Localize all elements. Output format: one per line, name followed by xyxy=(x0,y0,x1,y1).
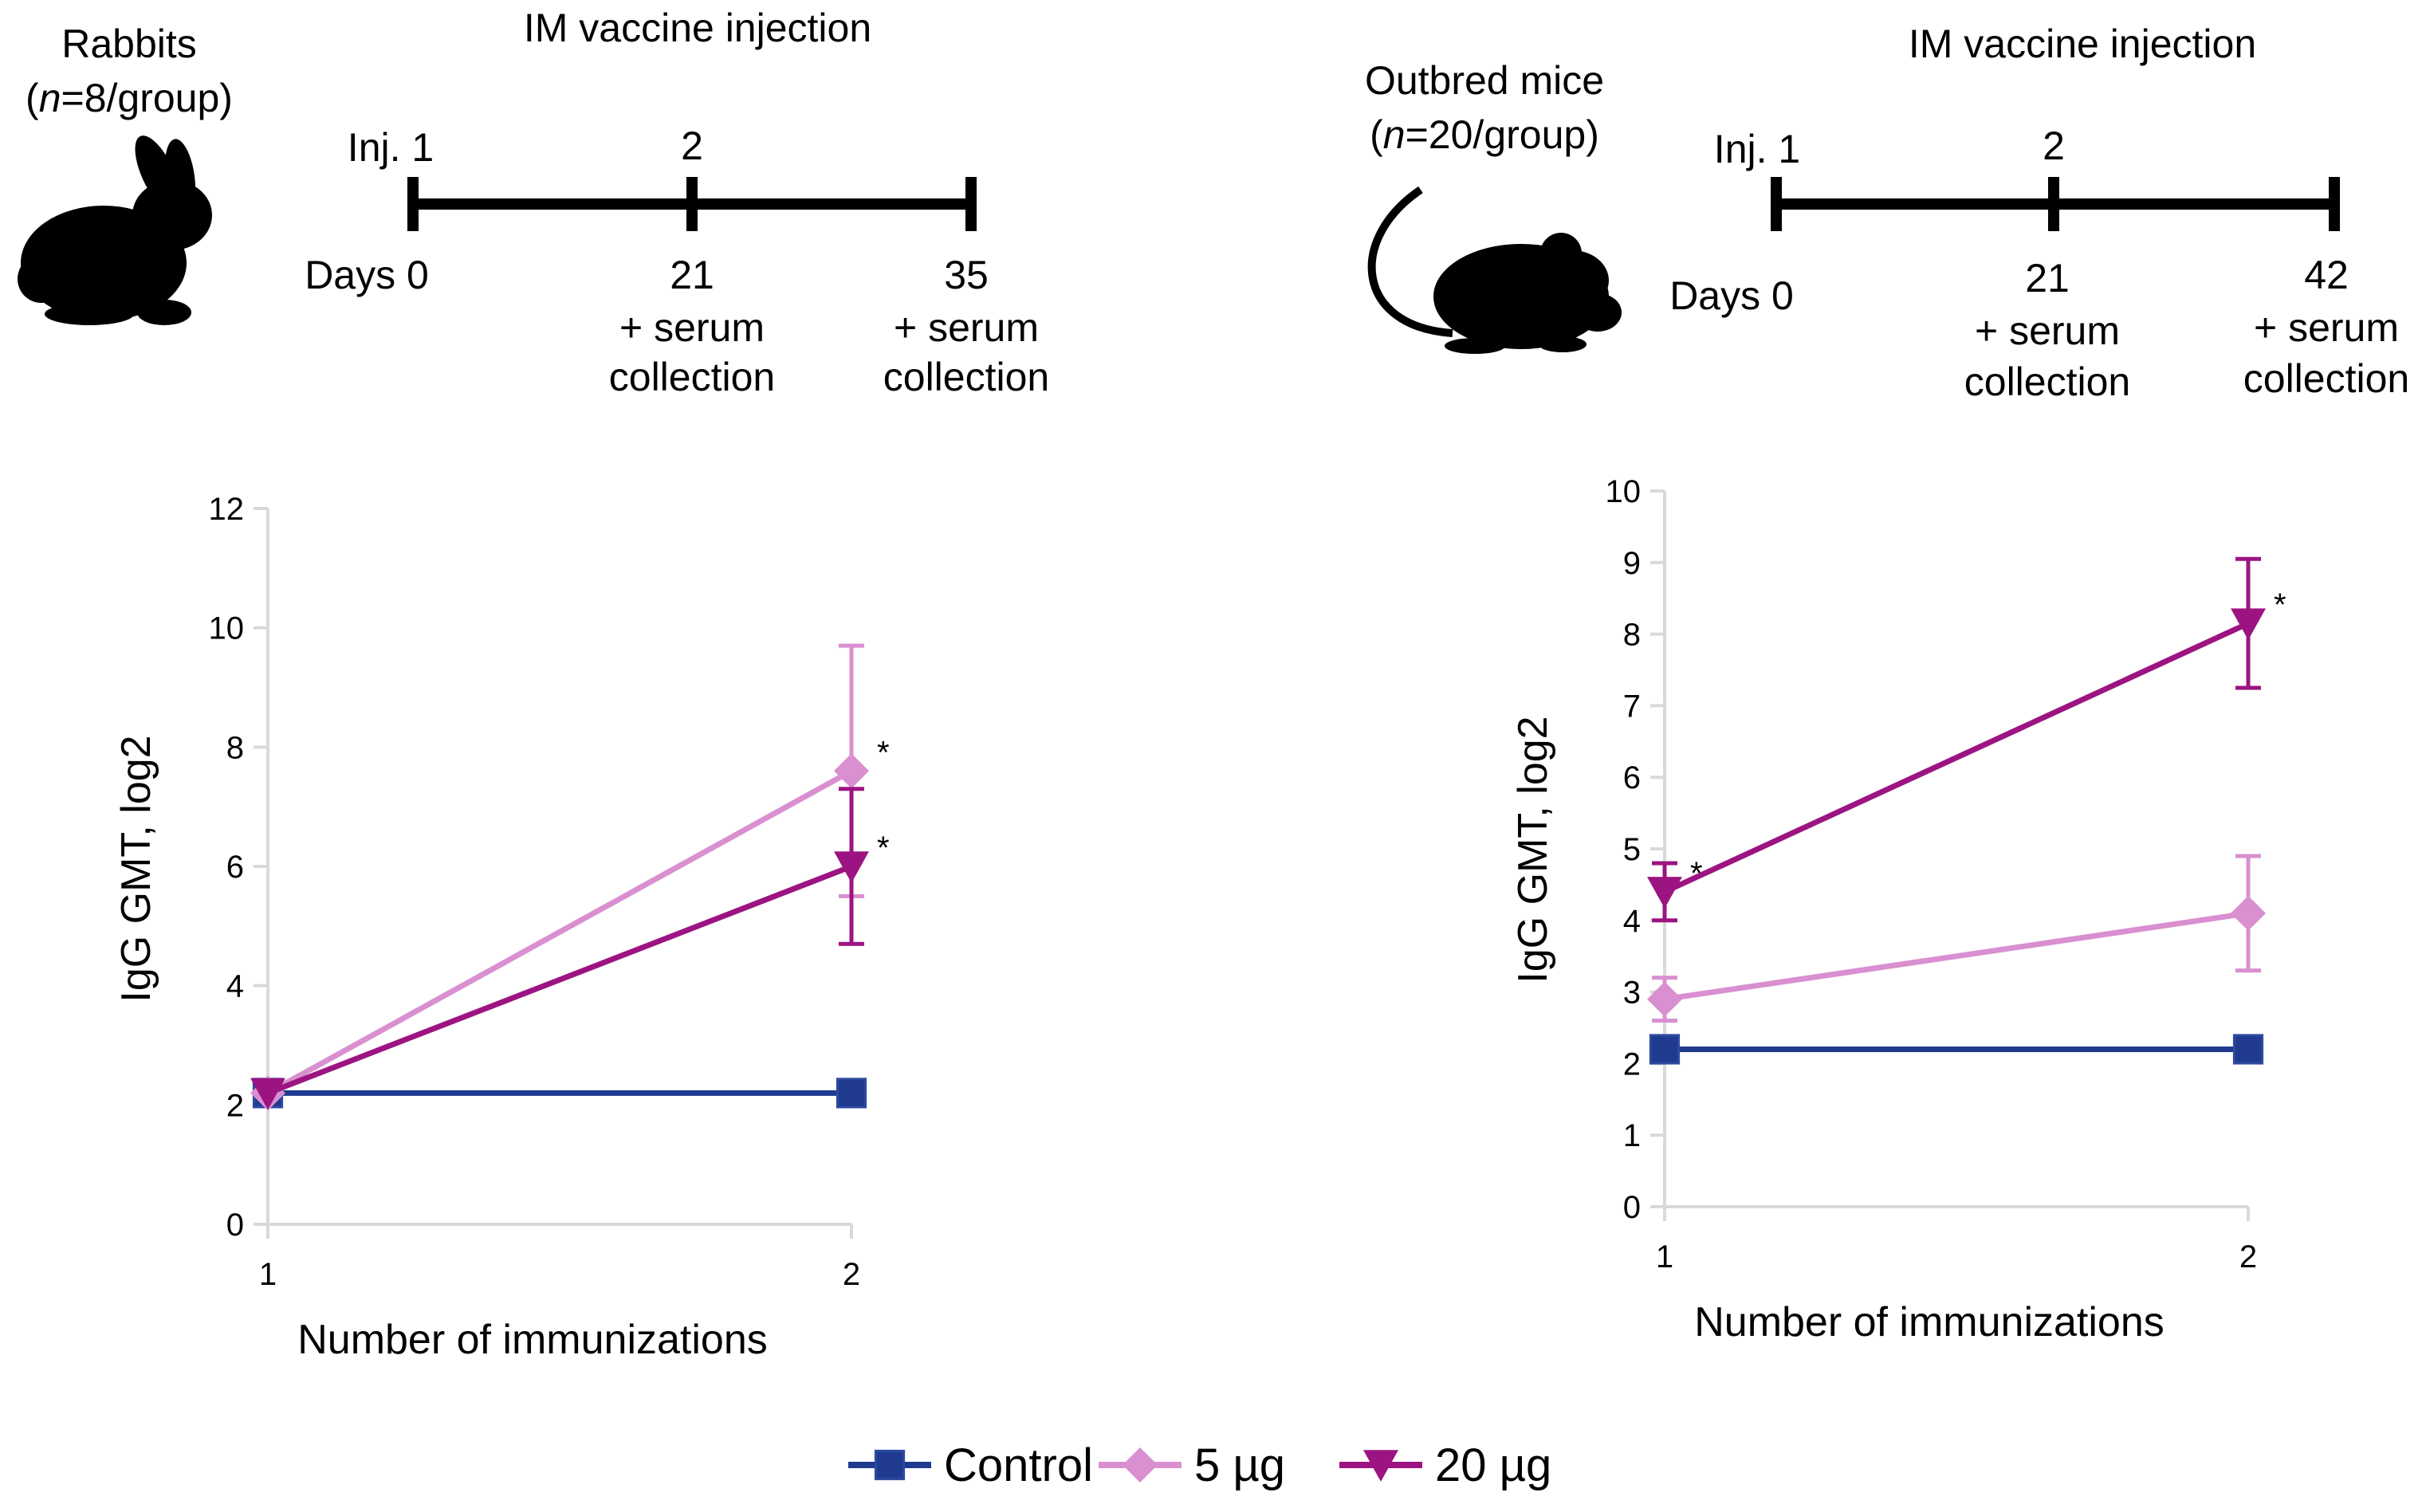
right-group-rest: =20/group) xyxy=(1406,112,1599,157)
right-day-mid-line1: + serum xyxy=(1975,308,2120,353)
left-group-open: ( xyxy=(26,76,39,120)
mouse-series-twenty-point-2 xyxy=(2231,608,2266,641)
mouse-y-tick-label: 10 xyxy=(1606,474,1642,509)
mouse-x-tick-label: 2 xyxy=(2239,1239,2257,1274)
mouse-y-tick-label: 5 xyxy=(1623,832,1641,867)
left-timeline xyxy=(407,177,977,231)
mouse-y-tick-label: 7 xyxy=(1623,689,1641,724)
left-day-mid: 21 xyxy=(670,253,714,297)
mouse-y-tick-label: 8 xyxy=(1623,618,1641,653)
mouse-series-twenty-line xyxy=(1663,620,2250,895)
legend-item-control: Control xyxy=(848,1439,1093,1491)
left-group-size: (n=8/group) xyxy=(26,76,233,120)
rabbit-x-axis-label: Number of immunizations xyxy=(297,1317,768,1363)
right-day-mid-line2: collection xyxy=(1964,359,2130,404)
left-animal-label: Rabbits xyxy=(61,22,197,66)
legend-twenty-label: 20 µg xyxy=(1435,1439,1551,1491)
rabbit-y-axis-label: IgG GMT, log2 xyxy=(113,735,159,1002)
left-days-label: Days 0 xyxy=(305,253,429,297)
right-group-open: ( xyxy=(1370,112,1383,157)
mouse-x-tick-label: 1 xyxy=(1656,1239,1673,1274)
right-day-mid: 21 xyxy=(2025,256,2070,300)
rabbit-series-twenty-point-2 xyxy=(834,851,869,883)
legend-five-label: 5 µg xyxy=(1194,1439,1285,1491)
rabbit-y-tick-label: 2 xyxy=(226,1088,244,1123)
rabbit-series-twenty-line xyxy=(266,863,853,1096)
mouse-series-five-point-2 xyxy=(2231,895,2266,931)
legend-item-twenty: 20 µg xyxy=(1339,1439,1551,1491)
rabbit-series-control-point-2 xyxy=(836,1078,867,1109)
mouse-y-tick-label: 2 xyxy=(1623,1047,1641,1082)
rabbit-icon xyxy=(18,135,212,325)
rabbit-y-tick-label: 10 xyxy=(209,611,245,646)
rabbit-y-tick-label: 12 xyxy=(209,492,245,527)
rabbit-x-tick-label: 1 xyxy=(259,1257,277,1292)
mouse-series-control-point-1 xyxy=(1649,1034,1681,1065)
left-group-n: n xyxy=(39,76,61,120)
left-schedule: Rabbits (n=8/group) IM vaccine injection… xyxy=(18,6,1049,399)
legend-control-label: Control xyxy=(944,1439,1093,1491)
legend-twenty-marker xyxy=(1363,1450,1398,1482)
mouse-series-five-point-1 xyxy=(1647,981,1682,1017)
mouse-series-five-line xyxy=(1664,910,2249,1003)
rabbit-y-tick-label: 4 xyxy=(226,969,244,1004)
mouse-y-tick-label: 3 xyxy=(1623,976,1641,1011)
right-animal-label: Outbred mice xyxy=(1365,58,1604,103)
mouse-y-axis-label: IgG GMT, log2 xyxy=(1510,716,1556,983)
right-schedule-title: IM vaccine injection xyxy=(1909,22,2256,66)
mouse-x-axis-label: Number of immunizations xyxy=(1694,1299,2165,1345)
left-day-mid-line2: collection xyxy=(609,355,775,399)
right-day-end-line2: collection xyxy=(2243,356,2409,401)
mouse-y-tick-label: 9 xyxy=(1623,546,1641,581)
mouse-y-tick-label: 6 xyxy=(1623,760,1641,795)
rabbit-series-twenty-point-1 xyxy=(250,1078,285,1110)
right-day-end-line1: + serum xyxy=(2254,305,2399,350)
rabbit-series-five-line xyxy=(266,768,853,1096)
mouse-significance-star: * xyxy=(2274,587,2286,622)
right-group-size: (n=20/group) xyxy=(1370,112,1599,157)
right-days-label: Days 0 xyxy=(1669,273,1794,318)
left-inj-two: 2 xyxy=(681,124,703,168)
rabbit-series-five-point-2 xyxy=(834,753,869,789)
mouse-icon xyxy=(1367,186,1622,354)
left-day-end: 35 xyxy=(944,253,989,297)
rabbit-y-tick-label: 8 xyxy=(226,730,244,765)
legend-item-five: 5 µg xyxy=(1099,1439,1285,1491)
rabbit-x-tick-label: 2 xyxy=(843,1257,860,1292)
rabbit-significance-star: * xyxy=(877,831,890,866)
mouse-series-twenty-point-1 xyxy=(1647,877,1682,909)
mouse-y-tick-label: 4 xyxy=(1623,904,1641,939)
left-day-end-line2: collection xyxy=(883,355,1049,399)
mouse-significance-star: * xyxy=(1690,856,1703,891)
legend: Control 5 µg 20 µg xyxy=(848,1439,1551,1491)
right-inj-label: Inj. 1 xyxy=(1714,127,1800,171)
mouse-y-tick-label: 0 xyxy=(1623,1190,1641,1225)
left-day-end-line1: + serum xyxy=(894,305,1039,350)
left-day-mid-line1: + serum xyxy=(619,305,765,350)
right-timeline xyxy=(1771,177,2340,231)
legend-control-marker xyxy=(874,1449,906,1481)
rabbit-significance-star: * xyxy=(877,735,890,770)
rabbit-y-tick-label: 6 xyxy=(226,850,244,885)
mouse-series-control-point-2 xyxy=(2232,1034,2264,1065)
left-group-rest: =8/group) xyxy=(61,76,233,120)
left-inj-label: Inj. 1 xyxy=(348,125,434,170)
left-schedule-title: IM vaccine injection xyxy=(524,6,871,50)
right-group-n: n xyxy=(1383,112,1406,157)
mouse-y-tick-label: 1 xyxy=(1623,1118,1641,1153)
legend-five-marker xyxy=(1123,1447,1158,1483)
rabbit-y-tick-label: 0 xyxy=(226,1208,244,1243)
right-inj-two: 2 xyxy=(2043,124,2065,168)
right-day-end: 42 xyxy=(2304,253,2349,297)
right-schedule: Outbred mice (n=20/group) IM vaccine inj… xyxy=(1365,22,2409,404)
